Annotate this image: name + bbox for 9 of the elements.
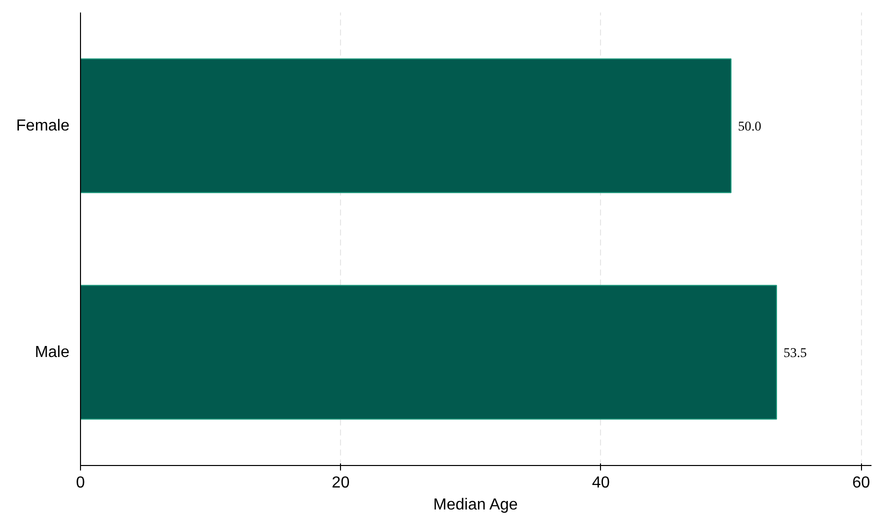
- y-tick-label: Female: [16, 117, 70, 134]
- data-label: 53.5: [784, 344, 808, 360]
- x-tick-label: 60: [852, 474, 870, 492]
- x-tick-label: 40: [592, 474, 610, 492]
- x-tick-label: 0: [76, 474, 86, 492]
- x-axis-title: Median Age: [433, 496, 518, 514]
- y-tick-label: Male: [34, 344, 70, 361]
- x-tick-label: 20: [332, 474, 350, 492]
- data-label: 50.0: [738, 118, 762, 134]
